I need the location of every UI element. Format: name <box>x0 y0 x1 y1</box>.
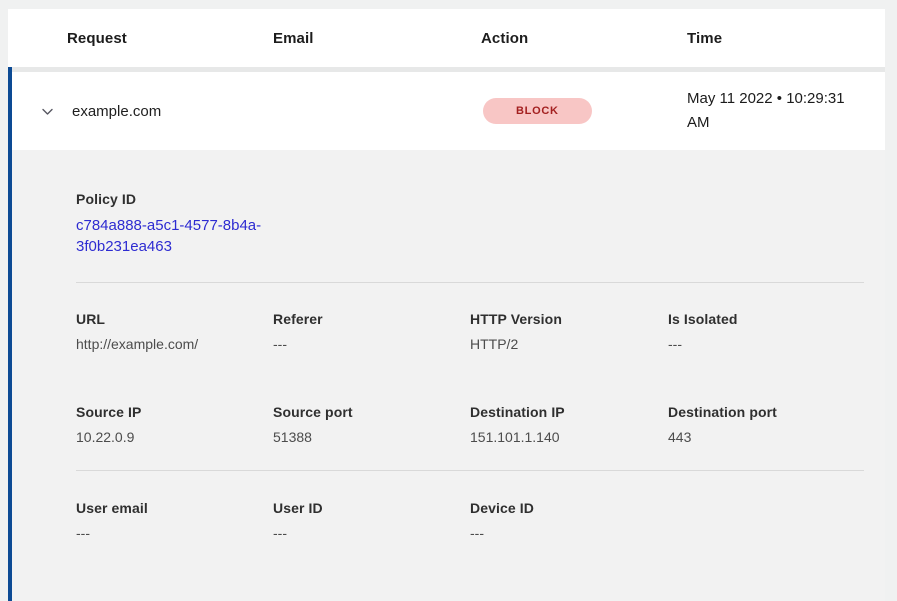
is-isolated-value: --- <box>668 336 682 352</box>
row-action-cell: BLOCK <box>481 98 687 124</box>
user-id-value: --- <box>273 525 287 541</box>
destination-ip-value: 151.101.1.140 <box>470 429 560 445</box>
referer-field: Referer --- <box>273 311 470 352</box>
is-isolated-field: Is Isolated --- <box>668 311 864 352</box>
column-header-action: Action <box>481 29 529 47</box>
section-divider <box>76 282 864 283</box>
column-header-time: Time <box>687 29 723 47</box>
user-email-label: User email <box>76 500 148 516</box>
source-port-value: 51388 <box>273 429 312 445</box>
table-row[interactable]: example.com BLOCK May 11 2022 • 10:29:31… <box>12 72 885 150</box>
user-fields-row: User email --- User ID --- Device ID --- <box>76 500 864 541</box>
destination-port-value: 443 <box>668 429 692 445</box>
policy-id-field: Policy ID c784a888-a5c1-4577-8b4a-3f0b23… <box>76 191 864 257</box>
policy-id-link[interactable]: c784a888-a5c1-4577-8b4a-3f0b231ea463 <box>76 217 262 255</box>
user-id-field: User ID --- <box>273 500 470 541</box>
source-ip-label: Source IP <box>76 404 142 420</box>
row-request-value: example.com <box>72 102 162 120</box>
column-header-email: Email <box>273 29 314 47</box>
is-isolated-label: Is Isolated <box>668 311 738 327</box>
destination-port-label: Destination port <box>668 404 777 420</box>
device-id-field: Device ID --- <box>470 500 668 541</box>
table-header-row: Request Email Action Time <box>8 9 885 67</box>
http-version-label: HTTP Version <box>470 311 562 327</box>
user-email-value: --- <box>76 525 90 541</box>
http-version-value: HTTP/2 <box>470 336 519 352</box>
user-email-field: User email --- <box>76 500 273 541</box>
network-fields-row: Source IP 10.22.0.9 Source port 51388 De… <box>76 404 864 445</box>
chevron-down-icon <box>42 108 53 115</box>
url-label: URL <box>76 311 106 327</box>
source-port-label: Source port <box>273 404 353 420</box>
url-value: http://example.com/ <box>76 336 199 352</box>
row-time-value: May 11 2022 • 10:29:31 AM <box>687 90 845 131</box>
device-id-value: --- <box>470 525 484 541</box>
device-id-label: Device ID <box>470 500 534 516</box>
source-port-field: Source port 51388 <box>273 404 470 445</box>
referer-label: Referer <box>273 311 323 327</box>
policy-id-label: Policy ID <box>76 191 137 207</box>
destination-ip-field: Destination IP 151.101.1.140 <box>470 404 668 445</box>
url-field: URL http://example.com/ <box>76 311 273 352</box>
referer-value: --- <box>273 336 287 352</box>
status-badge-block: BLOCK <box>483 98 592 124</box>
source-ip-field: Source IP 10.22.0.9 <box>76 404 273 445</box>
header-row-divider <box>12 67 885 72</box>
empty-field-cell <box>668 500 864 541</box>
user-id-label: User ID <box>273 500 323 516</box>
destination-port-field: Destination port 443 <box>668 404 864 445</box>
destination-ip-label: Destination IP <box>470 404 565 420</box>
http-version-field: HTTP Version HTTP/2 <box>470 311 668 352</box>
section-divider <box>76 470 864 471</box>
column-header-request: Request <box>67 29 127 47</box>
http-fields-row: URL http://example.com/ Referer --- HTTP… <box>76 311 864 352</box>
expanded-row-group: example.com BLOCK May 11 2022 • 10:29:31… <box>8 67 885 601</box>
source-ip-value: 10.22.0.9 <box>76 429 135 445</box>
row-expand-toggle[interactable] <box>40 104 72 119</box>
row-detail-panel: Policy ID c784a888-a5c1-4577-8b4a-3f0b23… <box>12 150 885 601</box>
logs-table: Request Email Action Time example.com BL… <box>8 9 885 601</box>
